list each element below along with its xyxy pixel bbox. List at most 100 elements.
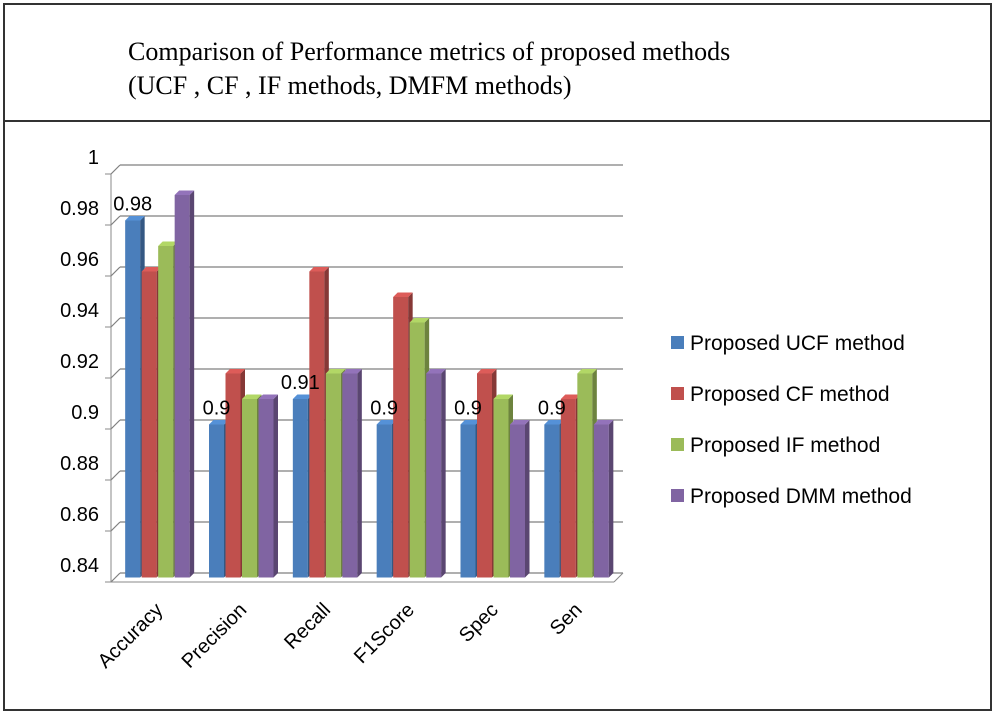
data-label: 0.98 [113, 194, 152, 216]
legend-item-1: Proposed UCF method [671, 332, 905, 355]
bar-top [493, 394, 513, 399]
bar-front [325, 373, 341, 578]
bar-top [225, 369, 245, 374]
gridline-depth [110, 470, 121, 481]
category-label-sen: Sen [546, 599, 587, 640]
legend-label: Proposed IF method [690, 434, 880, 457]
bar-top [409, 318, 430, 323]
bar-top [376, 420, 397, 425]
bar-top [477, 369, 497, 374]
legend-swatch [671, 387, 684, 400]
bar-front [426, 373, 442, 578]
bar-front [510, 424, 525, 578]
bar-side [189, 190, 195, 578]
axes: 0.84 0.86 0.88 0.9 0.92 0.94 0.96 0.98 1 [60, 147, 624, 583]
bar-front [292, 399, 308, 578]
bar-top [174, 190, 195, 195]
gridline-depth [110, 419, 121, 430]
bar-f1score-4 [426, 369, 446, 578]
bar-front [141, 271, 157, 578]
bar-front [460, 424, 476, 578]
bar-side [608, 420, 614, 578]
bar-top [426, 369, 446, 374]
y-tick-label: 1 [88, 147, 99, 169]
y-tick-label: 0.92 [60, 351, 99, 373]
legend-label: Proposed UCF method [690, 332, 905, 355]
y-tick-label: 0.88 [60, 453, 99, 475]
bar-top [544, 420, 564, 425]
bar-top [141, 267, 162, 272]
bar-top [292, 394, 313, 399]
category-label-precision: Precision [178, 599, 252, 673]
data-label: 0.91 [281, 372, 320, 394]
category-label-recall: Recall [280, 599, 335, 654]
bar-sen-4 [593, 420, 614, 578]
bar-front [225, 373, 241, 578]
gridline-depth [110, 215, 121, 226]
bar-front [409, 322, 425, 578]
bar-front [393, 297, 409, 578]
bar-front [309, 271, 325, 578]
gridline-depth [110, 572, 121, 583]
bar-front [125, 220, 141, 578]
legend-swatch [671, 336, 684, 349]
bar-recall-4 [342, 369, 362, 578]
category-label-f1score: F1Score [350, 599, 419, 668]
bar-front [158, 246, 174, 578]
bar-front [376, 424, 392, 578]
chart-title-line-1: Comparison of Performance metrics of pro… [128, 37, 731, 66]
bar-top [510, 420, 530, 425]
bar-top [393, 292, 413, 297]
legend-label: Proposed CF method [690, 383, 890, 406]
bar-top [560, 394, 581, 399]
bar-front [560, 399, 576, 578]
bar-chart: 0.840.860.880.90.920.940.960.981 0.980.9… [60, 147, 912, 673]
bar-top [309, 267, 329, 272]
data-label: 0.9 [454, 398, 482, 420]
bar-accuracy-4 [174, 190, 195, 578]
title-panel: Comparison of Performance metrics of pro… [5, 5, 990, 122]
category-labels: Accuracy Precision Recall F1Score Spec Sen [94, 599, 587, 673]
bar-side [357, 369, 362, 578]
bar-spec-4 [510, 420, 530, 578]
bar-front [577, 373, 593, 578]
bar-side [441, 369, 446, 578]
gridlines [110, 164, 623, 583]
gridline-depth [110, 317, 121, 328]
bar-side [273, 394, 278, 578]
data-label: 0.9 [203, 398, 231, 420]
gridline-depth [110, 164, 121, 175]
y-tick-label: 0.84 [60, 555, 99, 577]
legend-swatch [671, 489, 684, 502]
bar-front [593, 424, 609, 578]
gridline-depth [110, 266, 121, 277]
bar-top [158, 241, 178, 246]
bar-top [460, 420, 480, 425]
bars [125, 190, 614, 578]
data-labels: 0.98 0.9 0.91 0.9 0.9 0.9 [113, 194, 566, 420]
legend-item-4: Proposed DMM method [671, 485, 912, 508]
bar-top [577, 369, 597, 374]
bar-top [242, 394, 262, 399]
y-tick-label: 0.9 [71, 402, 99, 424]
bar-front [544, 424, 560, 578]
bar-front [258, 399, 274, 578]
bar-top [125, 216, 145, 221]
legend-label: Proposed DMM method [690, 485, 912, 508]
legend-item-2: Proposed CF method [671, 383, 890, 406]
bar-top [325, 369, 346, 374]
bar-front [174, 195, 190, 578]
bar-top [593, 420, 614, 425]
bar-front [477, 373, 492, 578]
bar-front [242, 399, 257, 578]
y-tick-label: 0.96 [60, 249, 99, 271]
category-label-accuracy: Accuracy [94, 599, 168, 673]
bar-front [493, 399, 509, 578]
bar-front [209, 424, 224, 578]
data-label: 0.9 [538, 398, 566, 420]
y-tick-label: 0.86 [60, 504, 99, 526]
gridline-depth [110, 368, 121, 379]
gridline-depth [110, 521, 121, 532]
floor-edge [613, 572, 624, 583]
bar-top [342, 369, 362, 374]
